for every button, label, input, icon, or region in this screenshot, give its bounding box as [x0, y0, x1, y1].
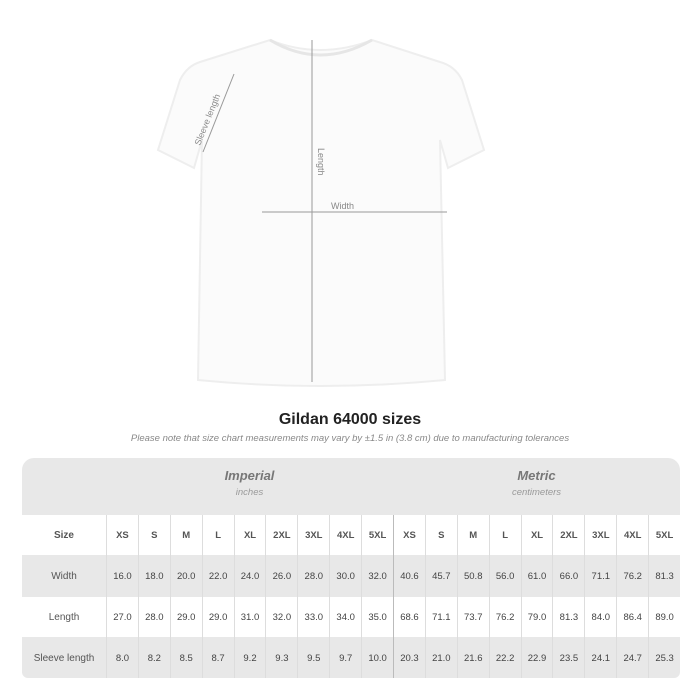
table-cell: 16.0	[106, 555, 138, 597]
metric-header: Metric centimeters	[511, 468, 562, 498]
width-label: Width	[331, 201, 354, 211]
table-cell: 3XL	[297, 515, 329, 555]
table-cell: 50.8	[456, 555, 489, 597]
table-cell: 61.0	[520, 555, 553, 597]
table-cell: 8.5	[169, 637, 202, 678]
table-header	[22, 458, 680, 515]
table-cell: 22.9	[520, 637, 553, 678]
table-cell: 76.2	[488, 597, 521, 637]
table-cell: 29.0	[169, 597, 202, 637]
table-cell: 32.0	[361, 555, 393, 597]
size-table: Imperial inches Metric centimeters Size X…	[22, 458, 680, 678]
tshirt-shape	[156, 38, 486, 387]
row-label: Length	[48, 611, 80, 623]
table-cell: 81.3	[648, 555, 680, 597]
table-cell: 71.1	[424, 597, 457, 637]
table-cell: 2XL	[552, 515, 584, 555]
table-cell: 25.3	[648, 637, 680, 678]
table-cell: 5XL	[361, 515, 393, 555]
table-cell: 40.6	[393, 555, 425, 597]
table-cell: 45.7	[424, 555, 457, 597]
table-cell: M	[169, 515, 202, 555]
table-cell: 24.0	[233, 555, 266, 597]
table-cell: 3XL	[584, 515, 616, 555]
table-cell: 8.7	[201, 637, 234, 678]
table-cell: 8.0	[106, 637, 138, 678]
table-cell: S	[137, 515, 170, 555]
table-cell: 76.2	[616, 555, 648, 597]
table-cell: 28.0	[137, 597, 170, 637]
table-cell: 30.0	[329, 555, 361, 597]
length-label: Length	[316, 148, 326, 176]
row-label: Size	[53, 529, 74, 541]
tshirt-diagram: Sleeve length Length Width	[156, 38, 486, 387]
chart-title: Gildan 64000 sizes	[278, 411, 422, 428]
table-cell: 35.0	[361, 597, 393, 637]
table-cell: 20.3	[393, 637, 425, 678]
table-cell: 20.0	[169, 555, 202, 597]
table-cell: S	[424, 515, 457, 555]
table-cell: 34.0	[329, 597, 361, 637]
table-cell: 4XL	[329, 515, 361, 555]
table-cell: XS	[106, 515, 138, 555]
table-cell: 5XL	[648, 515, 680, 555]
table-cell: 71.1	[584, 555, 616, 597]
table-cell: XS	[393, 515, 425, 555]
table-cell: XL	[520, 515, 553, 555]
table-cell: 2XL	[265, 515, 297, 555]
table-cell: 9.2	[233, 637, 266, 678]
table-cell: 86.4	[616, 597, 648, 637]
table-row: Length 27.0 28.0 29.0 29.0 31.0 32.0 33.0 34.0 35…	[22, 597, 680, 637]
table-cell: 33.0	[297, 597, 329, 637]
table-cell: 27.0	[106, 597, 138, 637]
table-cell: 21.0	[424, 637, 457, 678]
table-cell: 56.0	[488, 555, 521, 597]
row-label: Width	[51, 570, 77, 582]
table-cell: 10.0	[361, 637, 393, 678]
table-cell: 22.0	[201, 555, 234, 597]
table-cell: XL	[233, 515, 266, 555]
table-cell: 18.0	[137, 555, 170, 597]
table-cell: 28.0	[297, 555, 329, 597]
table-cell: 79.0	[520, 597, 553, 637]
table-cell: 22.2	[488, 637, 521, 678]
table-cell: 66.0	[552, 555, 584, 597]
tolerance-note: Please note that size chart measurements…	[130, 433, 570, 444]
table-cell: 26.0	[265, 555, 297, 597]
table-cell: 8.2	[137, 637, 170, 678]
table-cell: 24.7	[616, 637, 648, 678]
table-row: Sleeve length 8.0 8.2 8.5 8.7 9.2 9.3 9.5 9.7 10.…	[22, 637, 680, 678]
table-cell: L	[488, 515, 521, 555]
table-cell: 24.1	[584, 637, 616, 678]
table-cell: 23.5	[552, 637, 584, 678]
table-cell: L	[201, 515, 234, 555]
table-row: Width 16.0 18.0 20.0 22.0 24.0 26.0 28.0 30.0 32.…	[22, 555, 680, 597]
table-cell: 9.7	[329, 637, 361, 678]
table-cell: 84.0	[584, 597, 616, 637]
table-cell: 81.3	[552, 597, 584, 637]
row-label: Sleeve length	[33, 652, 95, 664]
table-row: Size XS S M L XL 2XL 3XL 4XL 5XL XS S M L XL 2XL 3XL 4XL 5…	[22, 515, 680, 555]
table-cell: 73.7	[456, 597, 489, 637]
table-cell: 29.0	[201, 597, 234, 637]
imperial-header: Imperial inches	[224, 468, 275, 498]
table-cell: 4XL	[616, 515, 648, 555]
table-cell: 31.0	[233, 597, 266, 637]
collar	[269, 38, 373, 57]
table-cell: 68.6	[393, 597, 425, 637]
table-cell: 21.6	[456, 637, 489, 678]
sleeve-measure-line	[202, 73, 235, 153]
table-cell: 89.0	[648, 597, 680, 637]
table-cell: 9.5	[297, 637, 329, 678]
table-cell: 9.3	[265, 637, 297, 678]
table-cell: 32.0	[265, 597, 297, 637]
table-cell: M	[456, 515, 489, 555]
